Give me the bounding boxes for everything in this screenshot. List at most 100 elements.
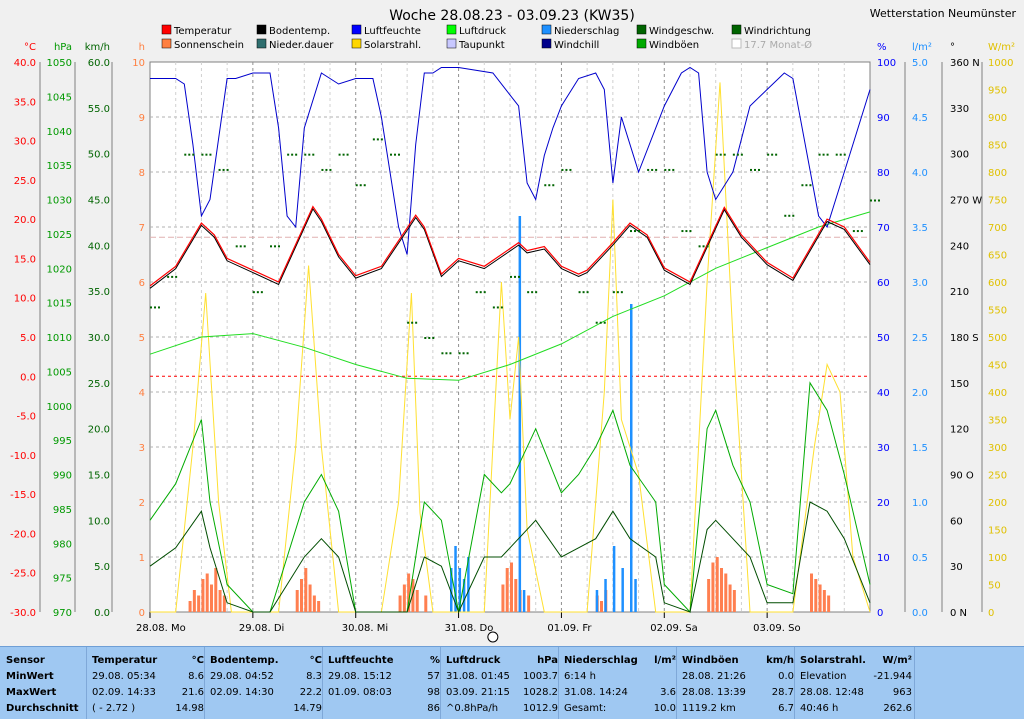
stats-cell-max: 03.09. 21:15 1028.2	[446, 685, 558, 701]
wind-direction-dot	[274, 245, 276, 248]
legend-swatch	[446, 38, 457, 49]
stats-cell-label: 28.08. 13:39	[682, 687, 746, 698]
stats-cell-label: 29.08. 05:34	[92, 671, 156, 682]
wind-direction-dot	[788, 214, 791, 217]
legend-label: Luftfeuchte	[364, 26, 421, 37]
stats-cell-header: Bodentemp. °C	[210, 653, 322, 669]
wind-direction-dot	[805, 184, 808, 187]
wind-axis-tick: 20.0	[88, 425, 110, 436]
sunshine-bar	[711, 562, 715, 612]
sunshine-bar	[201, 579, 205, 612]
winddir-axis-tick: 210	[950, 287, 969, 298]
wind-direction-dot	[732, 153, 735, 156]
rain-axis-tick: 4.5	[912, 113, 928, 124]
rain-axis-tick: 3.0	[912, 278, 928, 289]
humidity-axis-tick: 0	[877, 608, 883, 619]
winddir-axis-tick: 150	[950, 379, 969, 390]
wind-direction-dot	[719, 153, 722, 156]
sunshine-axis-tick: 0	[139, 608, 145, 619]
wind-direction-dot	[338, 153, 341, 156]
wind-axis-tick: 15.0	[88, 471, 110, 482]
sunshine-bar	[818, 584, 822, 612]
winddir-axis-tick: 60	[950, 516, 963, 527]
wind-direction-dot	[839, 153, 842, 156]
legend-swatch	[541, 24, 552, 35]
stats-cell-max: 28.08. 13:39 28.7	[682, 685, 794, 701]
precipitation-bar	[612, 546, 616, 612]
pressure-axis-tick: 1005	[47, 367, 72, 378]
stats-cell-label: Bodentemp.	[210, 655, 279, 666]
humidity-axis-unit: %	[877, 42, 887, 53]
sunshine-bar	[398, 595, 402, 612]
wind-direction-dot	[462, 352, 465, 355]
temp-axis-tick: 30.0	[14, 137, 36, 148]
precipitation-bar	[634, 579, 637, 612]
temp-axis-tick: 35.0	[14, 97, 36, 108]
day-label: 02.09. Sa	[650, 623, 697, 634]
sunshine-bar	[715, 557, 719, 612]
stats-cell-value: 8.3	[306, 671, 322, 682]
wind-direction-dot	[599, 321, 602, 324]
wind-direction-dot	[822, 153, 825, 156]
stats-separator	[322, 647, 323, 719]
statistics-table: Sensor MinWert MaxWert Durchschnitt Temp…	[0, 646, 1024, 719]
stats-cell-header: Niederschlag l/m²	[564, 653, 676, 669]
wind-speed-line	[149, 501, 871, 614]
stats-cell-label: 29.08. 04:52	[210, 671, 274, 682]
winddir-axis-tick: 240	[950, 241, 969, 252]
wind-direction-dot	[184, 153, 187, 156]
stats-cell-label: 28.08. 12:48	[800, 687, 864, 698]
wind-direction-dot	[750, 168, 752, 171]
solar-axis-tick: 400	[988, 388, 1007, 399]
wind-direction-dot	[329, 168, 332, 171]
pressure-line	[149, 211, 871, 381]
stats-column: Windböen km/h 28.08. 21:26 0.0 28.08. 13:39 2…	[682, 653, 794, 717]
row-label-max: MaxWert	[6, 687, 57, 698]
wind-direction-dot	[754, 168, 756, 171]
solar-axis-tick: 250	[988, 471, 1007, 482]
legend-swatch	[351, 24, 362, 35]
solar-axis-tick: 850	[988, 141, 1007, 152]
wind-direction-dot	[445, 352, 448, 355]
winddir-axis-tick: 30	[950, 562, 963, 573]
wind-direction-dot	[843, 153, 846, 156]
wind-direction-dot	[664, 168, 667, 171]
day-label: 30.08. Mi	[342, 623, 388, 634]
day-label: 01.09. Fr	[547, 623, 592, 634]
day-label: 03.09. So	[753, 623, 800, 634]
humidity-axis-tick: 60	[877, 278, 890, 289]
wind-direction-dot	[483, 291, 486, 294]
wind-axis-tick: 10.0	[88, 516, 110, 527]
solar-axis-tick: 900	[988, 113, 1007, 124]
solar-axis-tick: 700	[988, 223, 1007, 234]
wind-direction-dot	[390, 153, 392, 156]
sunshine-bar	[218, 590, 222, 612]
wind-direction-dot	[801, 184, 804, 187]
stats-cell-label: 03.09. 21:15	[446, 687, 510, 698]
wind-direction-dot	[612, 291, 615, 294]
legend-swatch	[161, 38, 172, 49]
stats-cell-value: 14.98	[175, 703, 204, 714]
sunshine-bar	[312, 595, 316, 612]
wind-direction-dot	[355, 184, 358, 187]
wind-direction-dot	[647, 168, 650, 171]
wind-direction-dot	[818, 153, 821, 156]
wind-direction-dot	[475, 291, 478, 294]
stats-column: Temperatur °C 29.08. 05:34 8.6 02.09. 14:33 2…	[92, 653, 204, 717]
wind-direction-dot	[209, 153, 212, 156]
wind-direction-dot	[582, 291, 585, 294]
legend-label: Windböen	[649, 40, 699, 51]
stats-column: Luftdruck hPa 31.08. 01:45 1003.7 03.09. 21:…	[446, 653, 558, 717]
rain-axis-tick: 4.0	[912, 168, 928, 179]
sunshine-bar	[300, 579, 303, 612]
stats-cell-header: Luftdruck hPa	[446, 653, 558, 669]
wind-direction-dot	[235, 245, 238, 248]
winddir-axis-tick: 300	[950, 150, 969, 161]
wind-direction-dot	[291, 153, 294, 156]
stats-cell-label: ( - 2.72 )	[92, 703, 136, 714]
wind-direction-dot	[411, 321, 414, 324]
precipitation-bar	[462, 579, 466, 612]
sunshine-bar	[402, 584, 406, 612]
wind-direction-dot	[771, 153, 774, 156]
stats-cell-avg: 40:46 h 262.6	[800, 701, 912, 717]
